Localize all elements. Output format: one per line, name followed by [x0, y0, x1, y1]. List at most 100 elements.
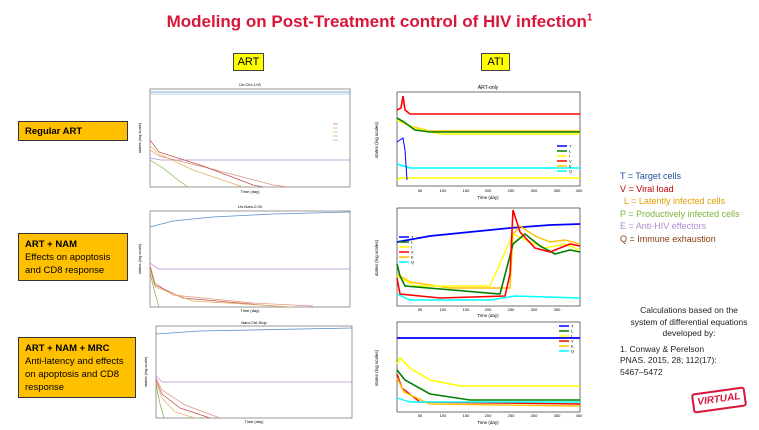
legend-label: V	[571, 339, 574, 344]
series-t	[396, 223, 581, 243]
x-tick: 100	[440, 413, 447, 418]
chart-legend: T L I V E Q	[399, 235, 414, 265]
series-q	[149, 262, 350, 270]
art-chart-nam-mrc: Nam-Ctrl-Stop states (log scale) Time (d…	[143, 320, 353, 424]
legend-label: I	[571, 334, 572, 339]
series-v	[149, 139, 264, 188]
series-v	[396, 209, 581, 299]
x-tick: 250	[508, 413, 515, 418]
x-tick: 300	[531, 413, 538, 418]
chart-xlabel: Time (day)	[241, 189, 261, 194]
chart-xlabel: Time (day)	[477, 195, 499, 200]
series-v	[396, 95, 580, 115]
legend-label: L	[571, 329, 574, 334]
x-tick: 100	[440, 307, 447, 312]
slide-title: Modeling on Post-Treatment control of HI…	[166, 12, 593, 31]
ati-chart-nam: states (log scales) Time (day) 50 100 15…	[374, 207, 581, 318]
series-p	[149, 159, 189, 188]
legend-label: L	[569, 149, 572, 154]
legend-label: E	[569, 164, 572, 169]
chart-ylabel: states (log scale)	[137, 243, 142, 274]
chart-ylabel: states (log scale)	[143, 356, 148, 387]
series-e	[396, 293, 581, 301]
legend-p: P = Productively infected cells	[620, 208, 740, 219]
series-v	[149, 266, 274, 307]
x-tick: 300	[531, 307, 538, 312]
chart-xlabel: Time (day)	[477, 313, 499, 318]
x-tick: 250	[508, 307, 515, 312]
x-tick: 300	[531, 188, 538, 193]
series-l	[149, 268, 294, 308]
legend-label: E	[571, 344, 574, 349]
chart-title: Nam-Ctrl-Stop	[241, 320, 267, 325]
chart-ylabel: states (log scales)	[374, 239, 379, 276]
x-tick: 100	[440, 188, 447, 193]
series-i	[155, 377, 221, 419]
legend-t: T = Target cells	[620, 171, 681, 181]
x-tick: 350	[554, 188, 561, 193]
legend-label: I	[411, 245, 412, 250]
x-tick: 50	[418, 413, 423, 418]
series-t	[396, 137, 408, 181]
series-l	[149, 145, 244, 188]
ati-chart-regular: ART-only states (log scales) Time (day) …	[374, 85, 583, 200]
references-intro: Calculations based on the system of diff…	[630, 305, 748, 338]
legend-l: L = Latently infected cells	[624, 196, 725, 206]
series-q	[396, 119, 580, 132]
series-e	[396, 397, 580, 403]
x-tick: 350	[554, 307, 561, 312]
series-e	[396, 163, 580, 169]
series-q	[155, 375, 352, 383]
variable-legend: T = Target cells V = Viral load L = Late…	[620, 170, 755, 245]
series-p	[155, 383, 165, 419]
chart-ylabel: states (log scale)	[137, 122, 142, 153]
legend-label: I	[569, 154, 570, 159]
legend-e: E = Anti-HIV effectors	[620, 221, 707, 231]
reference-item: 1. Conway & Perelson PNAS. 2015, 28; 112…	[620, 343, 717, 377]
series-q	[396, 377, 581, 407]
legend-label: Q	[569, 169, 572, 174]
row-label-art-nam-mrc: ART + NAM + MRC Anti-latency and effects …	[18, 337, 136, 398]
x-tick: 350	[554, 413, 561, 418]
legend-label: T	[411, 235, 414, 240]
chart-title: ART-only	[478, 85, 499, 91]
series-i	[149, 264, 314, 307]
chart-xlabel: Time (day)	[241, 308, 261, 313]
legend-label: V	[411, 250, 414, 255]
art-chart-nam: Un-Nam-2.00 states (log scale) Time (day…	[137, 204, 351, 313]
legend-label: T	[571, 324, 574, 329]
series-q	[149, 157, 350, 161]
series-t	[149, 211, 351, 228]
x-tick: 400	[576, 188, 583, 193]
series-i	[396, 233, 581, 287]
column-header-ati: ATI	[481, 53, 510, 71]
series-p	[149, 272, 160, 308]
column-header-art: ART	[233, 53, 264, 71]
references: Calculations based on the system of diff…	[620, 305, 750, 378]
legend-label: Q	[411, 260, 414, 265]
chart-legend: T L I V E Q	[559, 324, 574, 354]
legend-label: E	[411, 255, 414, 260]
x-tick: 150	[463, 413, 470, 418]
virtual-badge: VIRTUAL	[690, 386, 748, 414]
chart-xlabel: Time (day)	[477, 420, 499, 425]
legend-label: L	[411, 240, 414, 245]
series-q	[396, 225, 581, 289]
x-tick: 50	[418, 307, 423, 312]
legend-label: T	[569, 144, 572, 149]
series-v	[155, 379, 211, 419]
x-tick: 150	[463, 188, 470, 193]
legend-label: Q	[571, 349, 574, 354]
x-tick: 200	[485, 307, 492, 312]
chart-legend: T L I V E Q	[557, 144, 572, 174]
series-i-low	[396, 177, 580, 181]
x-tick: 250	[508, 188, 515, 193]
row-label-art-nam: ART + NAM Effects on apoptosis and CD8 re…	[18, 233, 128, 281]
legend-label: V	[569, 159, 572, 164]
series-l	[396, 369, 580, 401]
chart-ylabel: states (log scales)	[374, 121, 379, 158]
art-chart-regular: Un-Ctrl-1.00 states (log scale) Time (da…	[137, 82, 351, 194]
chart-ylabel: states (log scales)	[374, 349, 379, 386]
x-tick: 50	[418, 188, 423, 193]
chart-legend	[333, 123, 338, 141]
